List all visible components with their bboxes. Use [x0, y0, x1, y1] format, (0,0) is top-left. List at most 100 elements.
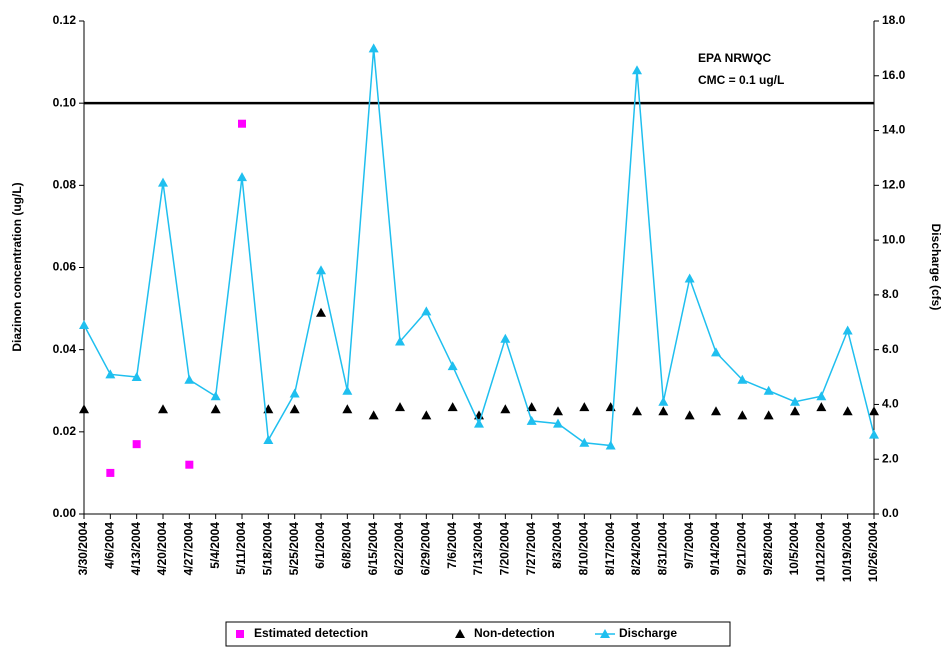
marker [131, 372, 142, 382]
legend-marker [236, 630, 244, 638]
marker [316, 265, 326, 275]
legend: Estimated detection Non-detection Discharg… [225, 621, 731, 647]
marker [526, 402, 537, 412]
marker [526, 415, 537, 425]
marker [421, 306, 432, 316]
x-tick-label: 6/15/2004 [366, 522, 380, 576]
y2-tick-label: 4.0 [882, 397, 899, 411]
marker [737, 374, 748, 384]
x-tick-label: 5/4/2004 [208, 522, 222, 569]
x-tick-label: 8/17/2004 [603, 522, 617, 576]
marker [869, 429, 879, 439]
x-tick-label: 4/27/2004 [182, 522, 196, 576]
y2-tick-label: 0.0 [882, 506, 899, 520]
marker [658, 396, 669, 406]
y2-tick-label: 8.0 [882, 287, 899, 301]
y2-tick-label: 2.0 [882, 451, 899, 465]
marker [632, 406, 642, 416]
y-tick-label: 0.06 [53, 260, 77, 274]
marker [106, 468, 115, 477]
marker [579, 402, 590, 412]
x-tick-label: 6/1/2004 [313, 522, 327, 569]
x-tick-label: 6/22/2004 [392, 522, 406, 576]
marker [447, 361, 458, 371]
x-tick-label: 8/24/2004 [629, 522, 643, 576]
marker [658, 406, 669, 416]
marker [79, 404, 89, 414]
marker [842, 325, 853, 335]
marker [158, 177, 168, 187]
marker [816, 391, 827, 401]
marker [289, 404, 300, 414]
x-tick-label: 5/11/2004 [234, 522, 248, 575]
x-tick-label: 7/13/2004 [471, 522, 485, 576]
legend-label: Non-detection [474, 626, 555, 640]
marker [184, 374, 195, 384]
marker [711, 406, 721, 416]
y-tick-label: 0.10 [53, 95, 77, 109]
annotation: EPA NRWQC [698, 51, 771, 65]
x-tick-label: 10/19/2004 [840, 522, 854, 582]
marker [210, 391, 221, 401]
marker [289, 388, 300, 398]
marker [684, 273, 695, 283]
marker [210, 404, 221, 414]
marker [105, 369, 116, 379]
x-tick-label: 4/20/2004 [155, 522, 169, 576]
y-tick-label: 0.02 [53, 424, 77, 438]
marker [500, 404, 511, 414]
x-tick-label: 4/13/2004 [129, 522, 143, 576]
marker [790, 396, 800, 406]
marker [368, 410, 379, 420]
marker [553, 406, 563, 416]
marker [158, 404, 168, 414]
marker [447, 402, 458, 412]
x-tick-label: 10/12/2004 [814, 522, 828, 582]
marker [605, 440, 616, 450]
x-tick-label: 8/10/2004 [577, 522, 591, 576]
y-tick-label: 0.08 [53, 178, 77, 192]
x-tick-label: 6/29/2004 [419, 522, 433, 576]
marker [342, 404, 353, 414]
marker [79, 320, 89, 330]
marker [395, 402, 405, 412]
marker [185, 460, 194, 469]
x-tick-label: 5/25/2004 [287, 522, 301, 576]
marker [316, 307, 326, 317]
y-tick-label: 0.04 [53, 342, 77, 356]
marker [474, 418, 484, 428]
y2-tick-label: 10.0 [882, 232, 906, 246]
marker [737, 410, 748, 420]
marker [790, 406, 800, 416]
x-tick-label: 3/30/2004 [76, 522, 90, 576]
legend-label: Discharge [619, 626, 677, 640]
marker [238, 119, 246, 128]
marker [816, 402, 827, 412]
x-tick-label: 7/6/2004 [445, 522, 459, 569]
marker [263, 435, 274, 445]
x-tick-label: 9/7/2004 [682, 522, 696, 569]
y2-tick-label: 14.0 [882, 123, 906, 137]
y-tick-label: 0.00 [53, 506, 77, 520]
x-tick-label: 7/20/2004 [498, 522, 512, 576]
x-tick-label: 10/26/2004 [866, 522, 880, 582]
marker [421, 410, 432, 420]
marker [553, 418, 563, 428]
marker [132, 440, 141, 449]
x-tick-label: 5/18/2004 [261, 522, 275, 576]
y-axis-title: Diazinon concentration (ug/L) [10, 182, 24, 351]
x-tick-label: 6/8/2004 [340, 522, 354, 569]
y2-axis-title: Discharge (cfs) [929, 224, 943, 311]
marker [368, 43, 379, 53]
x-tick-label: 7/27/2004 [524, 522, 538, 576]
legend-marker [455, 629, 465, 638]
x-tick-label: 4/6/2004 [103, 522, 117, 569]
legend-box [225, 621, 731, 647]
marker [763, 385, 774, 395]
marker [579, 437, 590, 447]
x-tick-label: 9/14/2004 [708, 522, 722, 576]
marker [632, 65, 642, 75]
x-tick-label: 10/5/2004 [787, 522, 801, 576]
x-tick-label: 9/28/2004 [761, 522, 775, 576]
